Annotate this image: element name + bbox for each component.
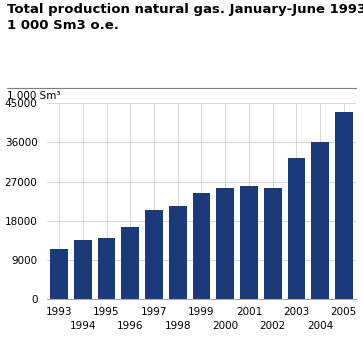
Bar	[287, 158, 305, 299]
Bar	[335, 112, 353, 299]
Bar	[74, 240, 92, 299]
Bar	[121, 227, 139, 299]
Bar	[192, 193, 211, 299]
Bar	[169, 206, 187, 299]
Bar	[311, 142, 329, 299]
Text: 1 000 Sm³: 1 000 Sm³	[7, 91, 61, 101]
Bar	[50, 249, 68, 299]
Bar	[240, 186, 258, 299]
Text: Total production natural gas. January-June 1993-2005.
1 000 Sm3 o.e.: Total production natural gas. January-Ju…	[7, 3, 363, 32]
Bar	[264, 188, 282, 299]
Bar	[216, 188, 234, 299]
Bar	[145, 210, 163, 299]
Bar	[98, 238, 115, 299]
